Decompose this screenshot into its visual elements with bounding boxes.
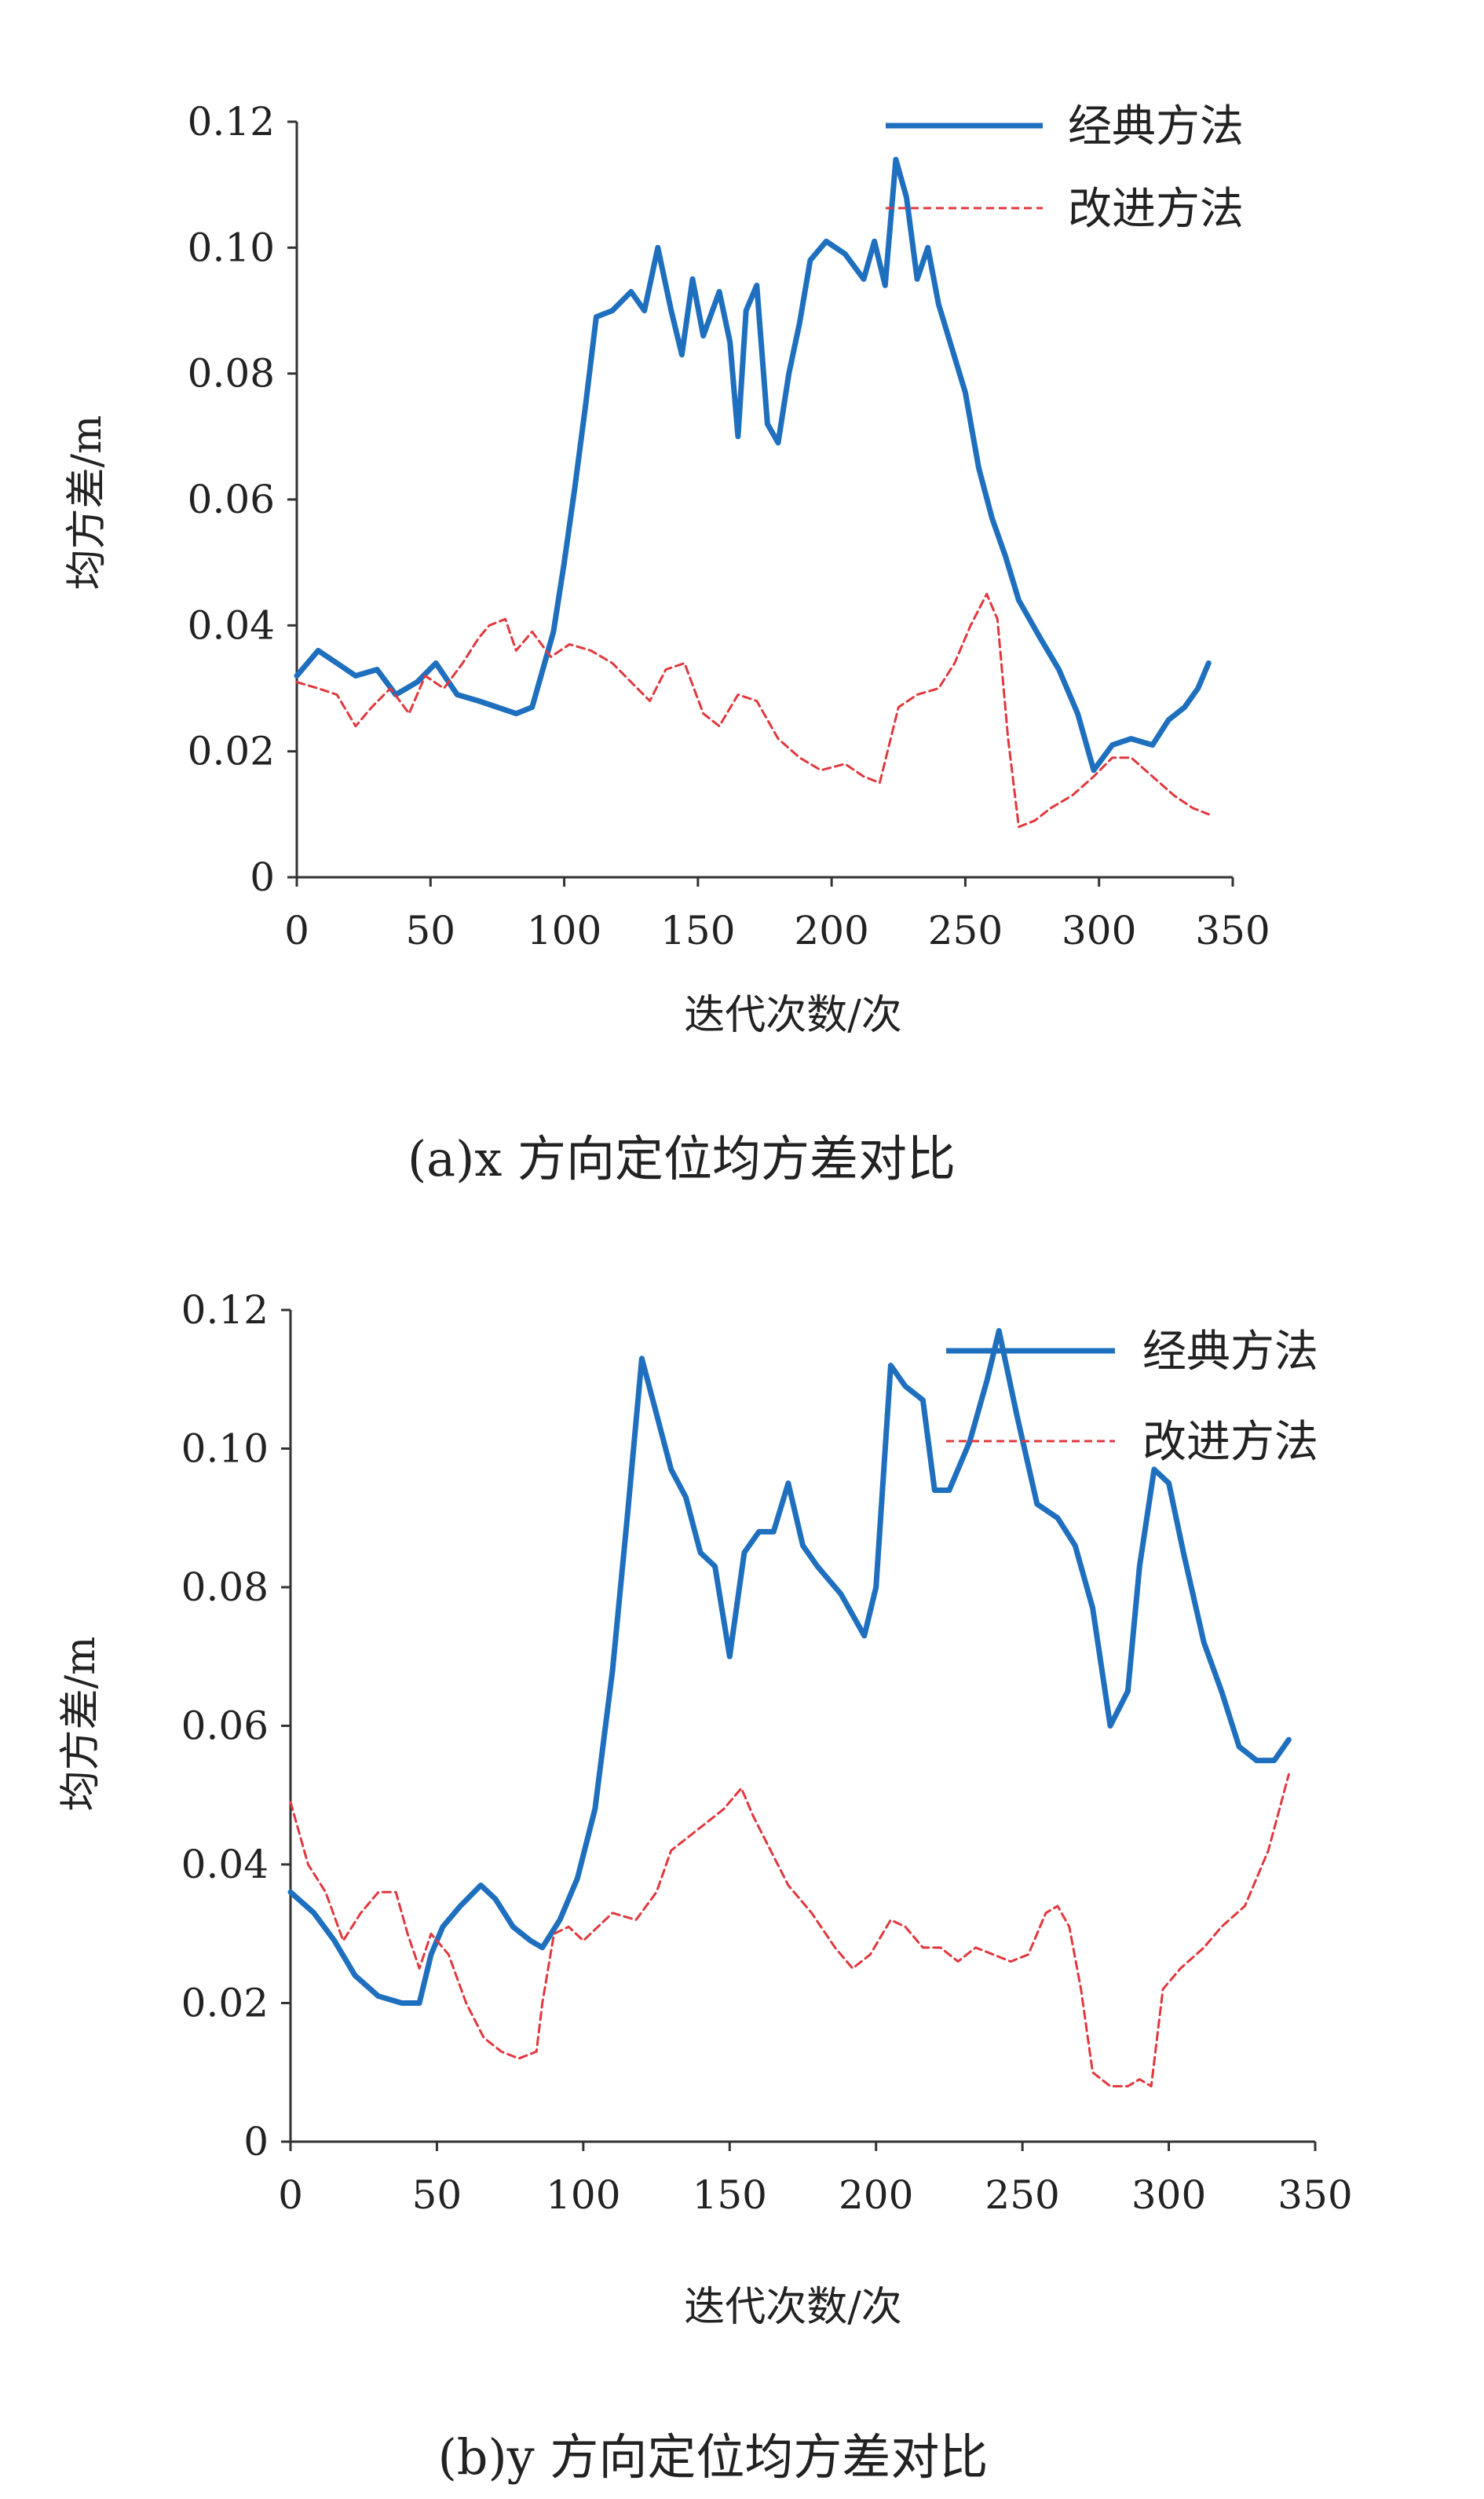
x-tick-label-b: 100 — [546, 2172, 620, 2218]
caption-a: (a)x 方向定位均方差对比 — [408, 1130, 956, 1187]
x-axis-title-a: 迭代次数/次 — [684, 992, 902, 1039]
legend-label-classic: 经典方法 — [1068, 101, 1244, 152]
x-tick-label-b: 150 — [693, 2172, 767, 2218]
y-tick-label-a: 0.02 — [188, 729, 275, 774]
series-line-classic-b — [287, 1328, 1292, 2006]
legend-label-improved: 改进方法 — [1068, 184, 1244, 235]
y-tick-label-b: 0 — [243, 2119, 269, 2164]
caption-b: (b)y 方向定位均方差对比 — [438, 2428, 989, 2486]
legend-label-classic: 经典方法 — [1142, 1326, 1318, 1378]
x-tick-label-a: 200 — [794, 908, 868, 953]
y-tick-label-b: 0.10 — [181, 1426, 269, 1472]
x-tick-label-b: 0 — [278, 2172, 303, 2218]
series-line-classic-a — [294, 156, 1212, 774]
plot-area-a: 0 0.02 0.04 0.06 0.08 0.10 0.12 0 50 100 150 200 250… — [188, 99, 1270, 953]
x-tick-label-a: 300 — [1062, 908, 1136, 953]
x-tick-label-a: 350 — [1195, 908, 1270, 953]
chart-panel-b: 均方差/m 迭代次数/次 (b)y 方向定位均方差对比 — [57, 1637, 988, 2486]
x-tick-label-b: 300 — [1131, 2172, 1206, 2218]
x-tick-label-b: 250 — [985, 2172, 1059, 2218]
x-tick-label-b: 200 — [839, 2172, 913, 2218]
y-tick-label-a: 0.10 — [188, 225, 275, 270]
y-axis-title-b: 均方差/m — [57, 1637, 104, 1812]
x-axis-title-b: 迭代次数/次 — [684, 2284, 902, 2331]
y-tick-label-b: 0.08 — [181, 1564, 269, 1610]
x-tick-label-b: 50 — [412, 2172, 462, 2218]
series-line-improved-b — [289, 1773, 1290, 2087]
x-tick-label-b: 350 — [1277, 2172, 1352, 2218]
y-tick-label-b: 0.06 — [181, 1703, 269, 1749]
chart-panel-a: 均方差/m 迭代次数/次 (a)x 方向定位均方差对比 — [64, 415, 956, 1187]
plot-area-b: 0 0.02 0.04 0.06 0.08 0.10 0.12 0 50 100 150 200 250… — [181, 1287, 1353, 2218]
x-tick-label-a: 150 — [660, 908, 735, 953]
x-tick-label-a: 100 — [527, 908, 601, 953]
y-tick-label-a: 0.06 — [188, 477, 275, 522]
y-tick-label-a: 0 — [250, 854, 275, 900]
y-axis-title-a: 均方差/m — [64, 415, 111, 591]
x-tick-label-a: 250 — [928, 908, 1003, 953]
y-tick-label-b: 0.04 — [181, 1842, 269, 1887]
y-tick-label-b: 0.12 — [181, 1287, 269, 1333]
y-tick-label-a: 0.08 — [188, 351, 275, 397]
y-tick-label-a: 0.12 — [188, 99, 275, 145]
legend-label-improved: 改进方法 — [1142, 1417, 1318, 1468]
y-tick-label-a: 0.04 — [188, 602, 275, 648]
x-tick-label-a: 0 — [284, 908, 309, 953]
y-tick-label-b: 0.02 — [181, 1981, 269, 2026]
series-line-improved-a — [295, 592, 1210, 829]
x-tick-label-a: 50 — [405, 908, 455, 953]
